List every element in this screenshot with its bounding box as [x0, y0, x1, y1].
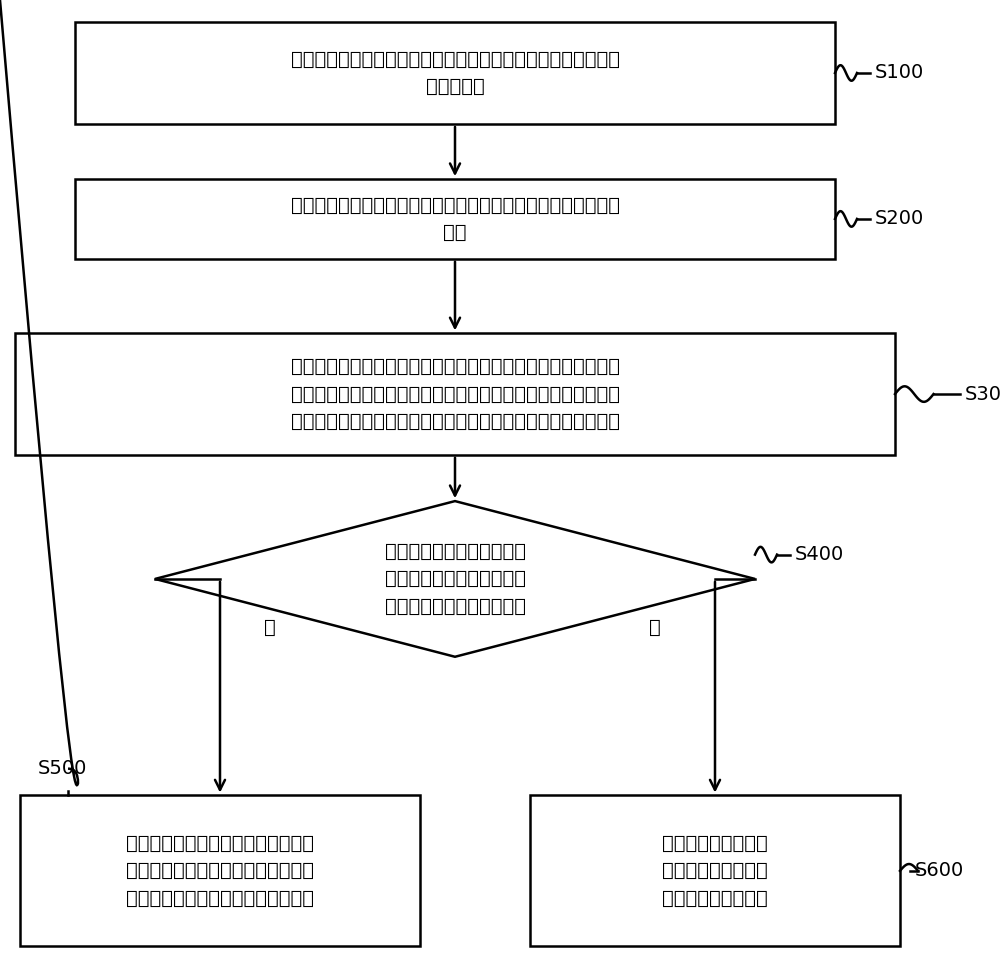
Text: S300: S300	[965, 384, 1000, 404]
Text: S100: S100	[875, 63, 924, 83]
Bar	[530, 796, 900, 946]
Text: 在拌和过程中实时获取搅拌桶中靠近进料口的温度数据、远离进
料口的温度数据以及搅拌桶中部的温度数据，并在每一次获取到
同一时刻点的三个温度数据后，计算其平均值得到: 在拌和过程中实时获取搅拌桶中靠近进料口的温度数据、远离进 料口的温度数据以及搅拌…	[290, 357, 620, 431]
Text: S200: S200	[875, 209, 924, 229]
Text: S600: S600	[915, 861, 964, 881]
Text: 确定沥青混合料拌和过程中的自适应最高温度阈值以及自适应最
低温度阈值: 确定沥青混合料拌和过程中的自适应最高温度阈值以及自适应最 低温度阈值	[290, 50, 620, 96]
Text: 否: 否	[264, 618, 276, 637]
Bar	[75, 179, 835, 259]
Text: 是: 是	[649, 618, 661, 637]
Text: S400: S400	[795, 545, 844, 564]
Text: S500: S500	[38, 759, 87, 778]
Text: 基于自适应最高温度阈值以及自适应最低温度阈值得到稳定阈值
范围: 基于自适应最高温度阈值以及自适应最低温度阈值得到稳定阈值 范围	[290, 196, 620, 242]
Text: 在每得到一实际拌和温度后
均判断其是否处于稳定阈值
范围内以对其进行错误检测: 在每得到一实际拌和温度后 均判断其是否处于稳定阈值 范围内以对其进行错误检测	[384, 542, 526, 616]
Text: 视为未检测到错误，
此时保持加热器的功
率为日常工作值不变: 视为未检测到错误， 此时保持加热器的功 率为日常工作值不变	[662, 834, 768, 908]
Polygon shape	[155, 501, 755, 657]
Text: 视为检测到错误，并根据实际拌和温
度的变化趋势调节加热器的功率，以
使实际拌和温度回到稳定阈值范围内: 视为检测到错误，并根据实际拌和温 度的变化趋势调节加热器的功率，以 使实际拌和温…	[126, 834, 314, 908]
Bar	[75, 22, 835, 124]
Bar	[15, 333, 895, 455]
Bar	[20, 796, 420, 946]
